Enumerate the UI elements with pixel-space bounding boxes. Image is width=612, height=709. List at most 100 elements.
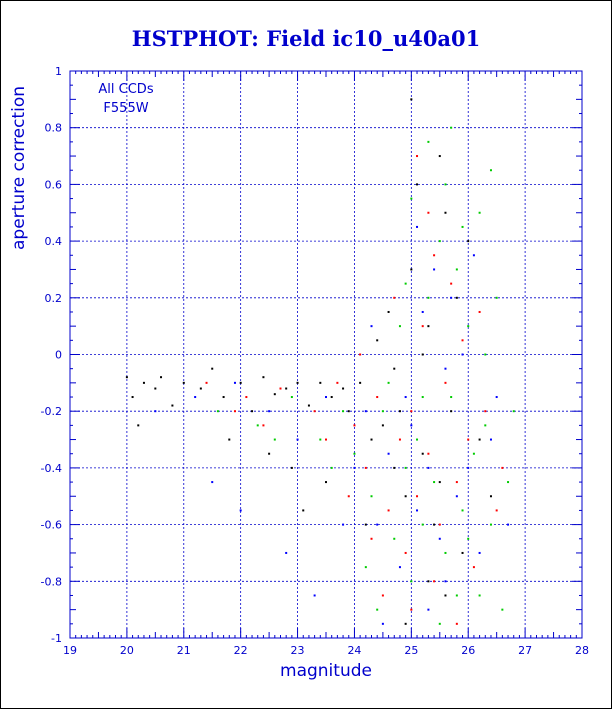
data-point-series-3 [211, 481, 214, 484]
data-point-series-1 [404, 551, 407, 554]
data-point-series-0 [319, 381, 322, 384]
x-tick-label: 28 [575, 644, 589, 657]
data-point-series-3 [478, 551, 481, 554]
data-point-series-0 [427, 325, 430, 328]
data-point-series-2 [427, 140, 430, 143]
data-point-series-0 [262, 376, 265, 379]
data-point-series-3 [404, 396, 407, 399]
data-point-series-1 [484, 410, 487, 413]
data-point-series-3 [194, 396, 197, 399]
data-point-series-0 [364, 523, 367, 526]
data-point-series-0 [285, 387, 288, 390]
data-point-series-0 [393, 367, 396, 370]
data-point-series-0 [410, 268, 413, 271]
data-point-series-3 [296, 438, 299, 441]
data-point-series-1 [233, 410, 236, 413]
data-point-series-1 [381, 594, 384, 597]
annotation-filter: F555W [103, 101, 148, 116]
data-point-series-2 [256, 424, 259, 427]
data-point-series-2 [290, 396, 293, 399]
data-point-series-0 [444, 594, 447, 597]
data-point-series-0 [427, 580, 430, 583]
data-point-series-2 [364, 566, 367, 569]
data-point-series-1 [347, 495, 350, 498]
data-point-series-3 [268, 410, 271, 413]
data-point-series-3 [233, 381, 236, 384]
y-tick-label: 0.2 [45, 292, 63, 305]
data-point-series-2 [433, 481, 436, 484]
data-point-series-1 [438, 523, 441, 526]
data-point-series-2 [398, 325, 401, 328]
data-point-series-0 [296, 381, 299, 384]
axis-ticks: 19 20 21 22 23 24 25 26 27 28 -1 -0.8 -0.6 -0.4 -0.2 0 0… [41, 65, 589, 657]
data-point-series-0 [433, 523, 436, 526]
data-point-series-3 [381, 622, 384, 625]
data-point-series-0 [444, 211, 447, 214]
data-point-series-1 [433, 254, 436, 257]
data-point-series-0 [347, 410, 350, 413]
data-point-series-2 [416, 438, 419, 441]
data-point-series-0 [393, 466, 396, 469]
data-point-series-1 [279, 387, 282, 390]
data-point-series-2 [330, 466, 333, 469]
data-point-series-3 [416, 225, 419, 228]
x-tick-label: 26 [461, 644, 475, 657]
data-point-series-2 [421, 523, 424, 526]
data-point-series-0 [222, 396, 225, 399]
data-point-series-2 [342, 410, 345, 413]
data-point-series-0 [137, 424, 140, 427]
data-point-series-2 [467, 325, 470, 328]
data-point-series-2 [489, 169, 492, 172]
data-point-series-0 [171, 404, 174, 407]
data-point-series-3 [472, 254, 475, 257]
data-point-series-0 [273, 393, 276, 396]
data-point-series-2 [455, 268, 458, 271]
x-tick-label: 23 [291, 644, 305, 657]
data-point-series-2 [461, 509, 464, 512]
data-point-series-0 [416, 183, 419, 186]
data-point-series-2 [478, 211, 481, 214]
data-point-series-0 [461, 551, 464, 554]
data-point-series-3 [444, 580, 447, 583]
data-point-series-2 [495, 296, 498, 299]
data-point-series-2 [472, 452, 475, 455]
x-tick-label: 22 [234, 644, 248, 657]
data-point-series-1 [501, 466, 504, 469]
data-point-series-2 [507, 481, 510, 484]
data-point-series-1 [387, 509, 390, 512]
data-point-series-3 [239, 509, 242, 512]
data-point-series-3 [387, 452, 390, 455]
chart-title: HSTPHOT: Field ic10_u40a01 [132, 26, 481, 51]
y-tick-label: 0 [55, 349, 62, 362]
data-point-series-3 [376, 523, 379, 526]
data-point-series-2 [421, 396, 424, 399]
data-point-series-0 [131, 396, 134, 399]
data-point-series-2 [478, 594, 481, 597]
data-point-series-3 [364, 410, 367, 413]
data-point-series-1 [398, 438, 401, 441]
data-point-series-2 [455, 594, 458, 597]
data-point-series-0 [251, 410, 254, 413]
data-point-series-2 [387, 381, 390, 384]
data-point-series-1 [444, 381, 447, 384]
data-point-series-0 [438, 481, 441, 484]
data-point-series-3 [467, 466, 470, 469]
data-point-series-0 [455, 296, 458, 299]
data-point-series-2 [450, 396, 453, 399]
data-point-series-0 [376, 339, 379, 342]
data-point-series-0 [154, 387, 157, 390]
data-point-series-1 [472, 566, 475, 569]
data-point-series-1 [478, 310, 481, 313]
grid-lines [70, 71, 582, 638]
data-point-series-3 [421, 310, 424, 313]
data-point-series-1 [427, 211, 430, 214]
data-point-series-0 [398, 410, 401, 413]
data-point-series-0 [404, 622, 407, 625]
data-point-series-2 [370, 495, 373, 498]
data-point-series-3 [438, 537, 441, 540]
data-point-series-1 [416, 155, 419, 158]
data-point-series-3 [370, 325, 373, 328]
data-point-series-0 [125, 376, 128, 379]
y-tick-label: -0.2 [41, 405, 62, 418]
data-point-series-1 [393, 296, 396, 299]
